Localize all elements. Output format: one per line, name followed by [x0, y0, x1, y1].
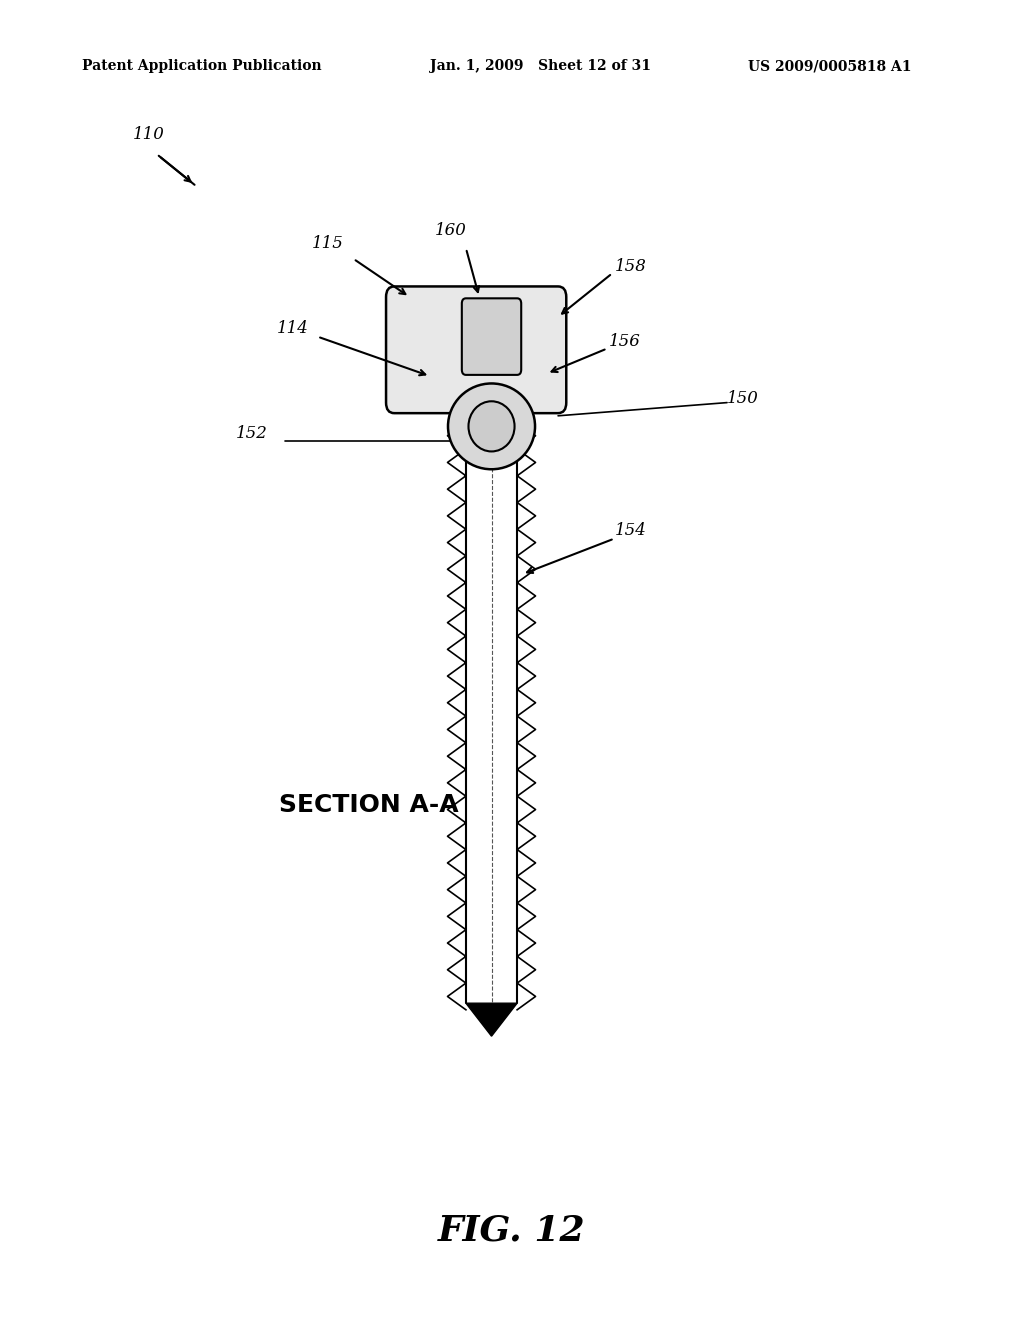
Text: 114: 114 [276, 319, 308, 337]
Text: 154: 154 [614, 521, 646, 539]
Text: US 2009/0005818 A1: US 2009/0005818 A1 [748, 59, 911, 74]
Text: 115: 115 [312, 235, 344, 252]
Ellipse shape [449, 384, 535, 470]
Text: Patent Application Publication: Patent Application Publication [82, 59, 322, 74]
Text: 110: 110 [133, 125, 165, 143]
Text: SECTION A-A: SECTION A-A [279, 793, 459, 817]
Text: FIG. 12: FIG. 12 [438, 1214, 586, 1247]
Text: Jan. 1, 2009   Sheet 12 of 31: Jan. 1, 2009 Sheet 12 of 31 [430, 59, 651, 74]
Text: 150: 150 [727, 389, 759, 407]
Text: 160: 160 [435, 222, 467, 239]
FancyBboxPatch shape [386, 286, 566, 413]
Text: 158: 158 [614, 257, 646, 275]
Text: 156: 156 [609, 333, 641, 350]
Polygon shape [466, 1003, 517, 1036]
FancyBboxPatch shape [462, 298, 521, 375]
Ellipse shape [468, 401, 514, 451]
Text: 152: 152 [236, 425, 267, 442]
